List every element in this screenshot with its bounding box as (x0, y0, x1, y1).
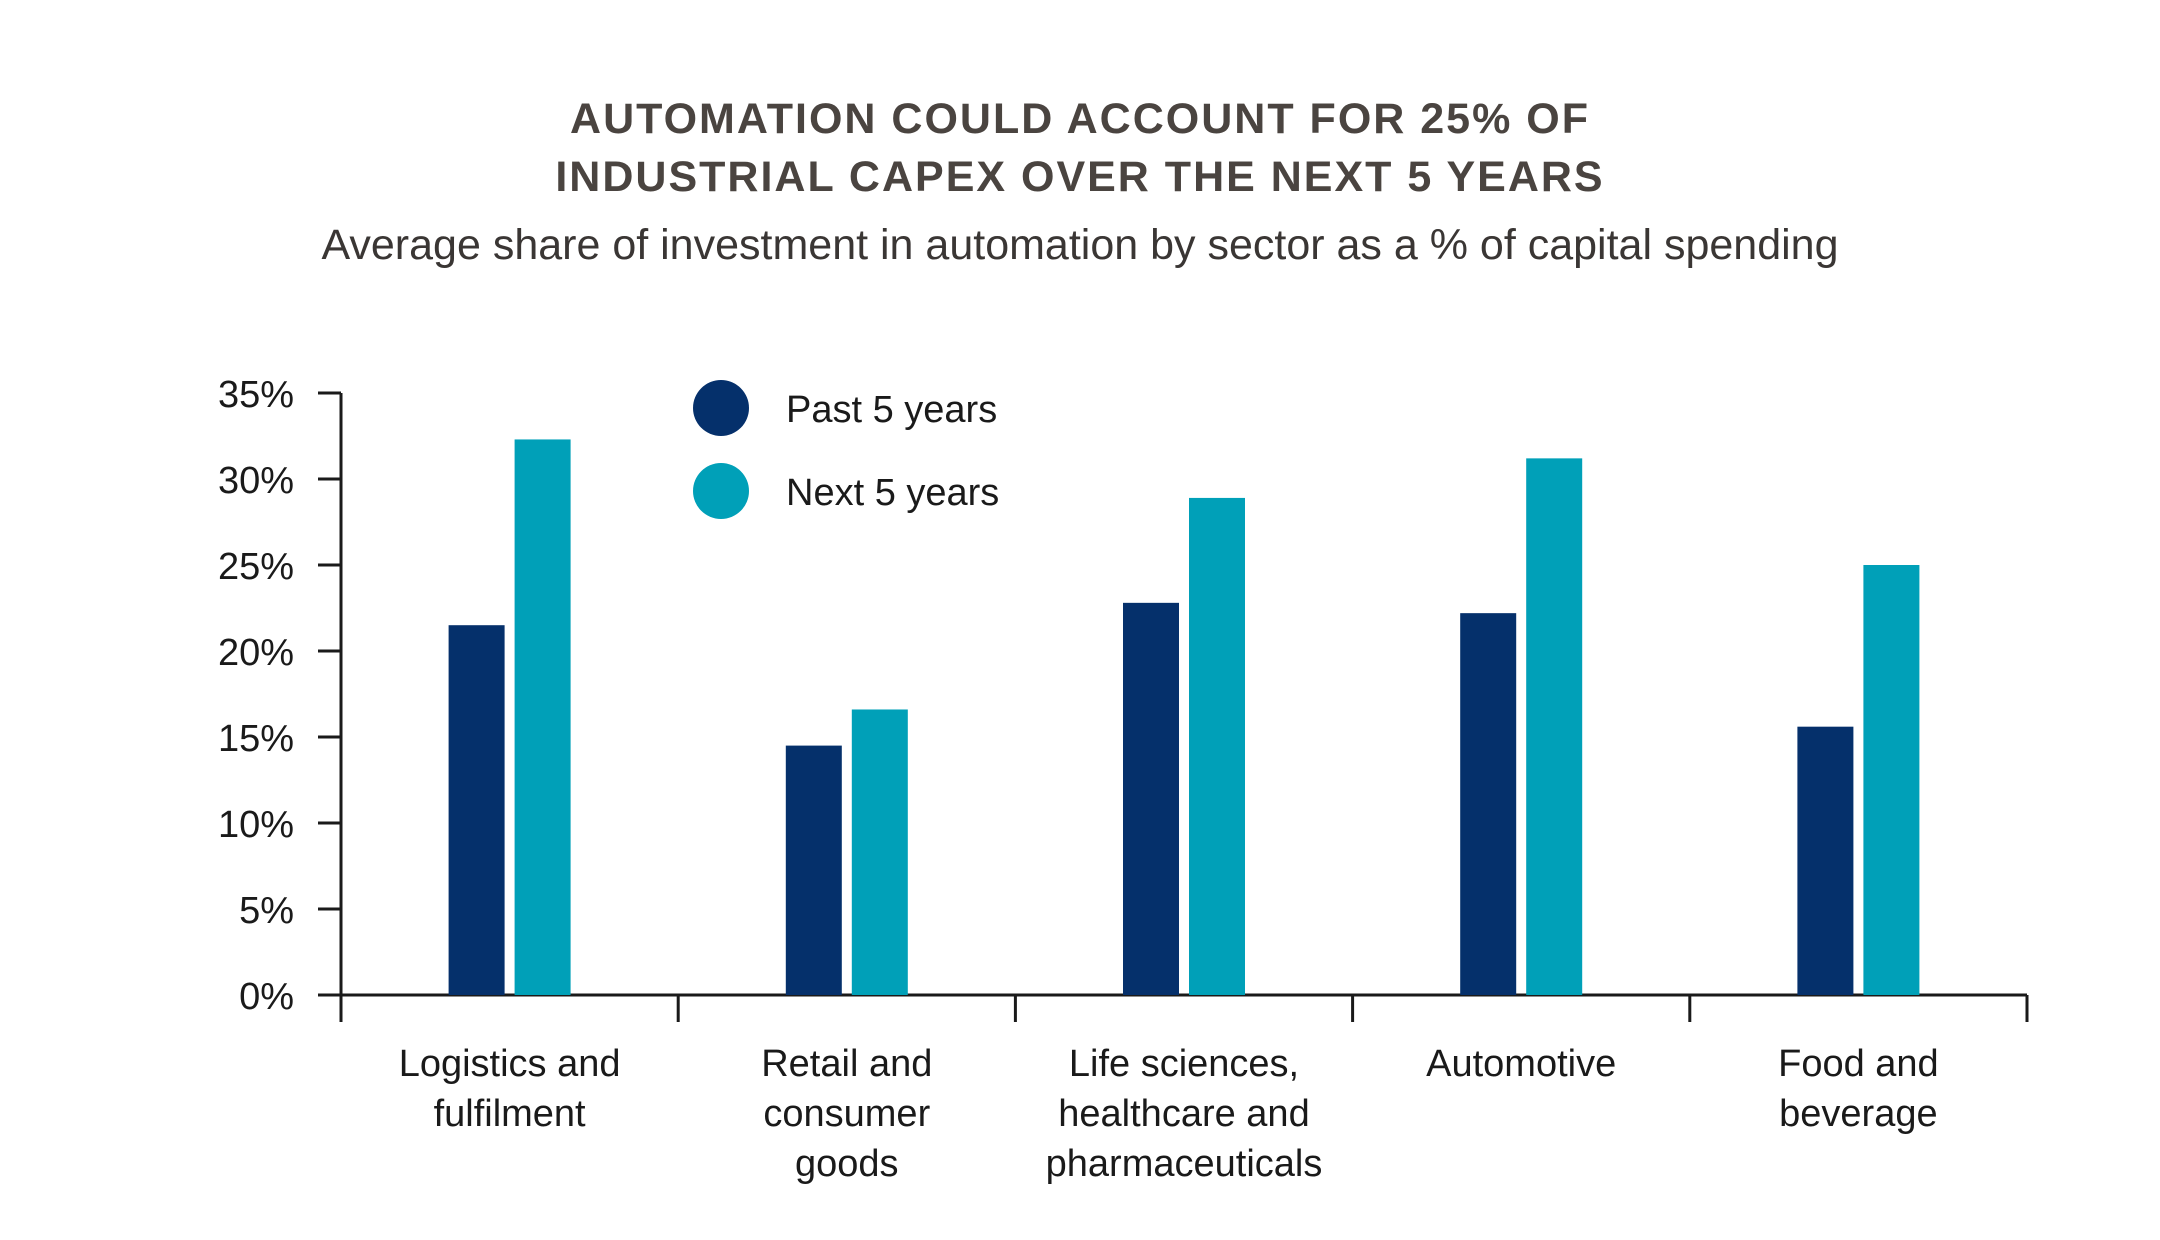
x-category-label-line: Automotive (1426, 1043, 1616, 1085)
bar-past-5-years (448, 625, 505, 995)
x-category-label-line: consumer (763, 1093, 930, 1135)
x-category-label-line: Logistics and (399, 1043, 621, 1085)
x-category-label: Retail and consumer goods (761, 1043, 932, 1185)
y-tick-label: 20% (218, 632, 294, 674)
bar-next-5-years (851, 709, 908, 995)
x-category-label-line: Retail and (761, 1043, 932, 1085)
x-category-label: Life sciences, healthcare and pharmaceutic… (1046, 1043, 1323, 1185)
y-tick-label: 30% (218, 460, 294, 502)
bar-past-5-years (1123, 602, 1179, 995)
chart-subtitle: Average share of investment in automatio… (321, 221, 1839, 269)
x-category-label: Automotive (1426, 1043, 1616, 1085)
x-category-label-line: Life sciences, (1069, 1043, 1299, 1085)
bar-past-5-years (785, 745, 842, 995)
bar-next-5-years (1863, 565, 1920, 995)
y-tick-label: 10% (218, 804, 294, 846)
legend-swatch (693, 463, 749, 519)
x-category-label-line: Food and (1778, 1043, 1939, 1085)
chart-title-line-1: AUTOMATION COULD ACCOUNT FOR 25% OF (570, 95, 1590, 143)
x-category-label-line: fulfilment (434, 1093, 586, 1135)
x-category-label-line: pharmaceuticals (1046, 1143, 1323, 1185)
legend-label: Next 5 years (786, 472, 999, 514)
y-tick-label: 15% (218, 718, 294, 760)
x-category-label-line: goods (795, 1143, 899, 1185)
chart-title-line-2: INDUSTRIAL CAPEX OVER THE NEXT 5 YEARS (555, 153, 1605, 201)
legend-swatch (693, 380, 749, 436)
bar-next-5-years (1189, 497, 1245, 995)
x-category-label: Food and beverage (1778, 1043, 1939, 1135)
bar-next-5-years (514, 439, 571, 995)
bar-past-5-years (1797, 726, 1854, 995)
y-tick-label: 0% (239, 976, 294, 1018)
x-category-label: Logistics and fulfilment (399, 1043, 621, 1135)
y-tick-label: 25% (218, 546, 294, 588)
legend-label: Past 5 years (786, 389, 997, 431)
y-tick-label: 35% (218, 374, 294, 416)
x-category-label-line: healthcare and (1058, 1093, 1309, 1135)
y-tick-label: 5% (239, 890, 294, 932)
x-category-label-line: beverage (1779, 1093, 1937, 1135)
bar-past-5-years (1460, 613, 1517, 995)
bar-next-5-years (1526, 458, 1583, 995)
